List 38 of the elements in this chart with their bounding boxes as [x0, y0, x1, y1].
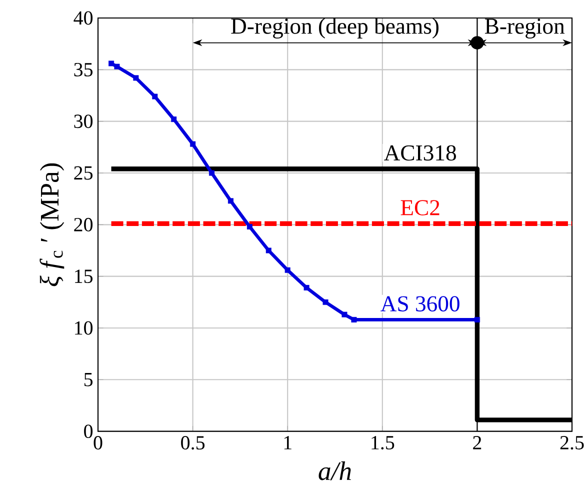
annotation: B-region	[484, 18, 565, 39]
point	[171, 116, 177, 122]
series-label: EC2	[400, 200, 440, 216]
x-axis-title: a/h	[318, 461, 351, 480]
x-tick-label: 1.5	[372, 436, 394, 450]
point	[266, 248, 272, 254]
point	[304, 284, 310, 290]
y-tick-label: 35	[74, 62, 93, 76]
x-tick-label: 0.5	[181, 436, 205, 450]
y-tick-label: 5	[84, 373, 93, 386]
y-tick-label: 30	[74, 114, 93, 128]
x-tick-label: 1	[284, 436, 292, 450]
y-axis-title: ξ f$_{c}$ ′ (MPa)	[40, 163, 64, 286]
y-tick-label: 20	[74, 218, 93, 232]
point	[114, 64, 120, 70]
x-tick-label: 2	[473, 436, 482, 450]
point	[108, 60, 114, 66]
y-tick-label: 15	[75, 270, 93, 284]
point	[342, 312, 348, 318]
point	[152, 94, 158, 100]
annotation: D-region (deep beams)	[231, 18, 438, 39]
y-tick-label: 25	[74, 166, 93, 180]
point	[322, 299, 328, 305]
x-tick-label: 2.5	[560, 436, 584, 450]
point	[209, 170, 215, 176]
point	[133, 75, 139, 81]
point	[351, 316, 357, 322]
point	[228, 198, 234, 204]
point	[190, 141, 196, 147]
series-label: AS 3600	[380, 296, 460, 312]
series-label: ACI318	[384, 145, 456, 161]
point	[474, 316, 480, 322]
y-tick-label: 40	[74, 11, 93, 25]
point	[284, 267, 290, 273]
y-tick-label: 10	[75, 321, 93, 335]
y-tick-label: 0	[84, 424, 93, 438]
point	[246, 224, 252, 230]
x-tick-label: 0	[94, 436, 102, 450]
